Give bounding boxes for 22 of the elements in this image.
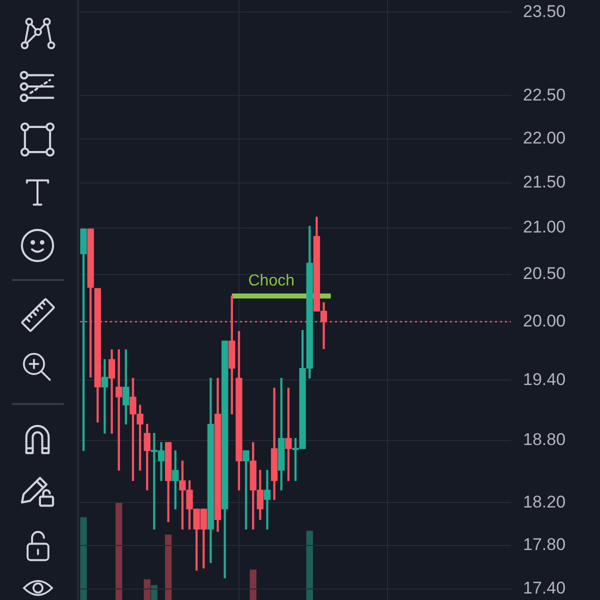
y-tick-label: 19.40 bbox=[523, 370, 566, 389]
y-tick-label: 18.80 bbox=[523, 430, 566, 450]
y-tick-label: 20.50 bbox=[523, 264, 566, 283]
y-tick-label: 20.00 bbox=[523, 311, 566, 330]
bar bbox=[116, 503, 122, 600]
candlestick bbox=[101, 359, 108, 434]
bar bbox=[80, 517, 87, 600]
bar bbox=[250, 570, 256, 600]
bar bbox=[144, 579, 150, 600]
y-tick-label: 22.00 bbox=[523, 128, 566, 148]
bar bbox=[306, 530, 313, 600]
y-tick-label: 17.80 bbox=[523, 535, 566, 554]
candlestick bbox=[264, 470, 271, 530]
y-tick-label: 22.50 bbox=[523, 85, 566, 104]
y-tick-label: 18.20 bbox=[523, 492, 566, 512]
y-tick-label: 23.50 bbox=[523, 2, 566, 21]
y-tick-label: 21.50 bbox=[523, 172, 566, 192]
bar bbox=[150, 585, 158, 600]
bar bbox=[164, 534, 172, 600]
y-tick-label: 17.40 bbox=[523, 578, 566, 598]
series-label: Choch bbox=[248, 272, 294, 290]
y-tick-label: 21.00 bbox=[523, 218, 566, 237]
